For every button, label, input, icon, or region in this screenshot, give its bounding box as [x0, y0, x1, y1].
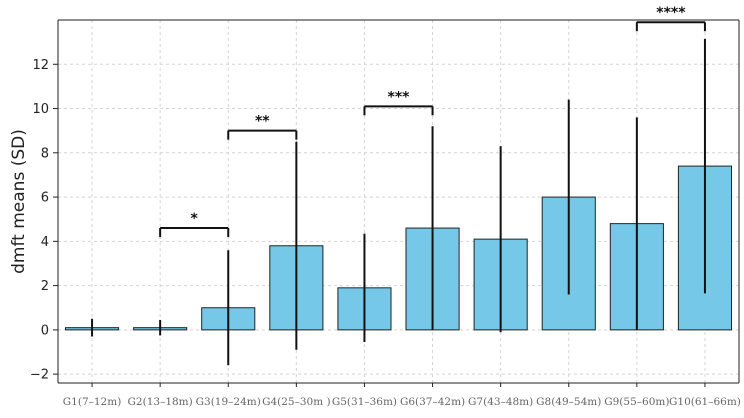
- y-tick-label: 0: [41, 323, 49, 338]
- x-tick-label: G4(25–30m ): [262, 396, 331, 408]
- x-tick-label: G2(13–18m): [128, 396, 193, 408]
- significance-layer: **********: [159, 5, 706, 238]
- y-axis-label: dmft means (SD): [9, 129, 29, 274]
- x-tick-label: G3(19–24m): [196, 396, 261, 408]
- errorbars-layer: [91, 38, 706, 366]
- y-tick-label: 2: [41, 279, 49, 294]
- significance-label: **: [255, 114, 270, 130]
- y-tick-label: 12: [32, 58, 49, 73]
- significance-bracket: ***: [363, 89, 434, 116]
- y-tick-label: 10: [32, 102, 49, 117]
- y-tick-label: 4: [41, 235, 49, 250]
- axes-layer: [53, 19, 740, 387]
- x-tick-label: G10(61–66m): [669, 396, 741, 408]
- x-tick-label: G8(49–54m): [536, 396, 601, 408]
- x-tick-label: G1(7–12m): [63, 396, 122, 408]
- x-tick-label: G7(43–48m): [468, 396, 533, 408]
- significance-bracket: **: [227, 114, 298, 140]
- bars-layer: [64, 165, 733, 331]
- significance-label: ***: [388, 89, 411, 105]
- y-tick-label: 8: [41, 146, 49, 161]
- significance-label: ****: [656, 5, 686, 21]
- y-tick-label: −2: [30, 368, 49, 383]
- x-tick-label: G9(55–60m): [604, 396, 669, 408]
- significance-bracket: *: [159, 211, 230, 238]
- significance-bracket: ****: [635, 5, 706, 32]
- labels-layer: −2 0 2 4 6 8 10 12 G1(7–12m) G2(13–18m) G3(19–24m)…: [30, 58, 741, 408]
- x-tick-label: G5(31–36m): [332, 396, 397, 408]
- y-tick-label: 6: [41, 191, 49, 206]
- significance-label: *: [191, 211, 199, 227]
- x-tick-label: G6(37–42m): [400, 396, 465, 408]
